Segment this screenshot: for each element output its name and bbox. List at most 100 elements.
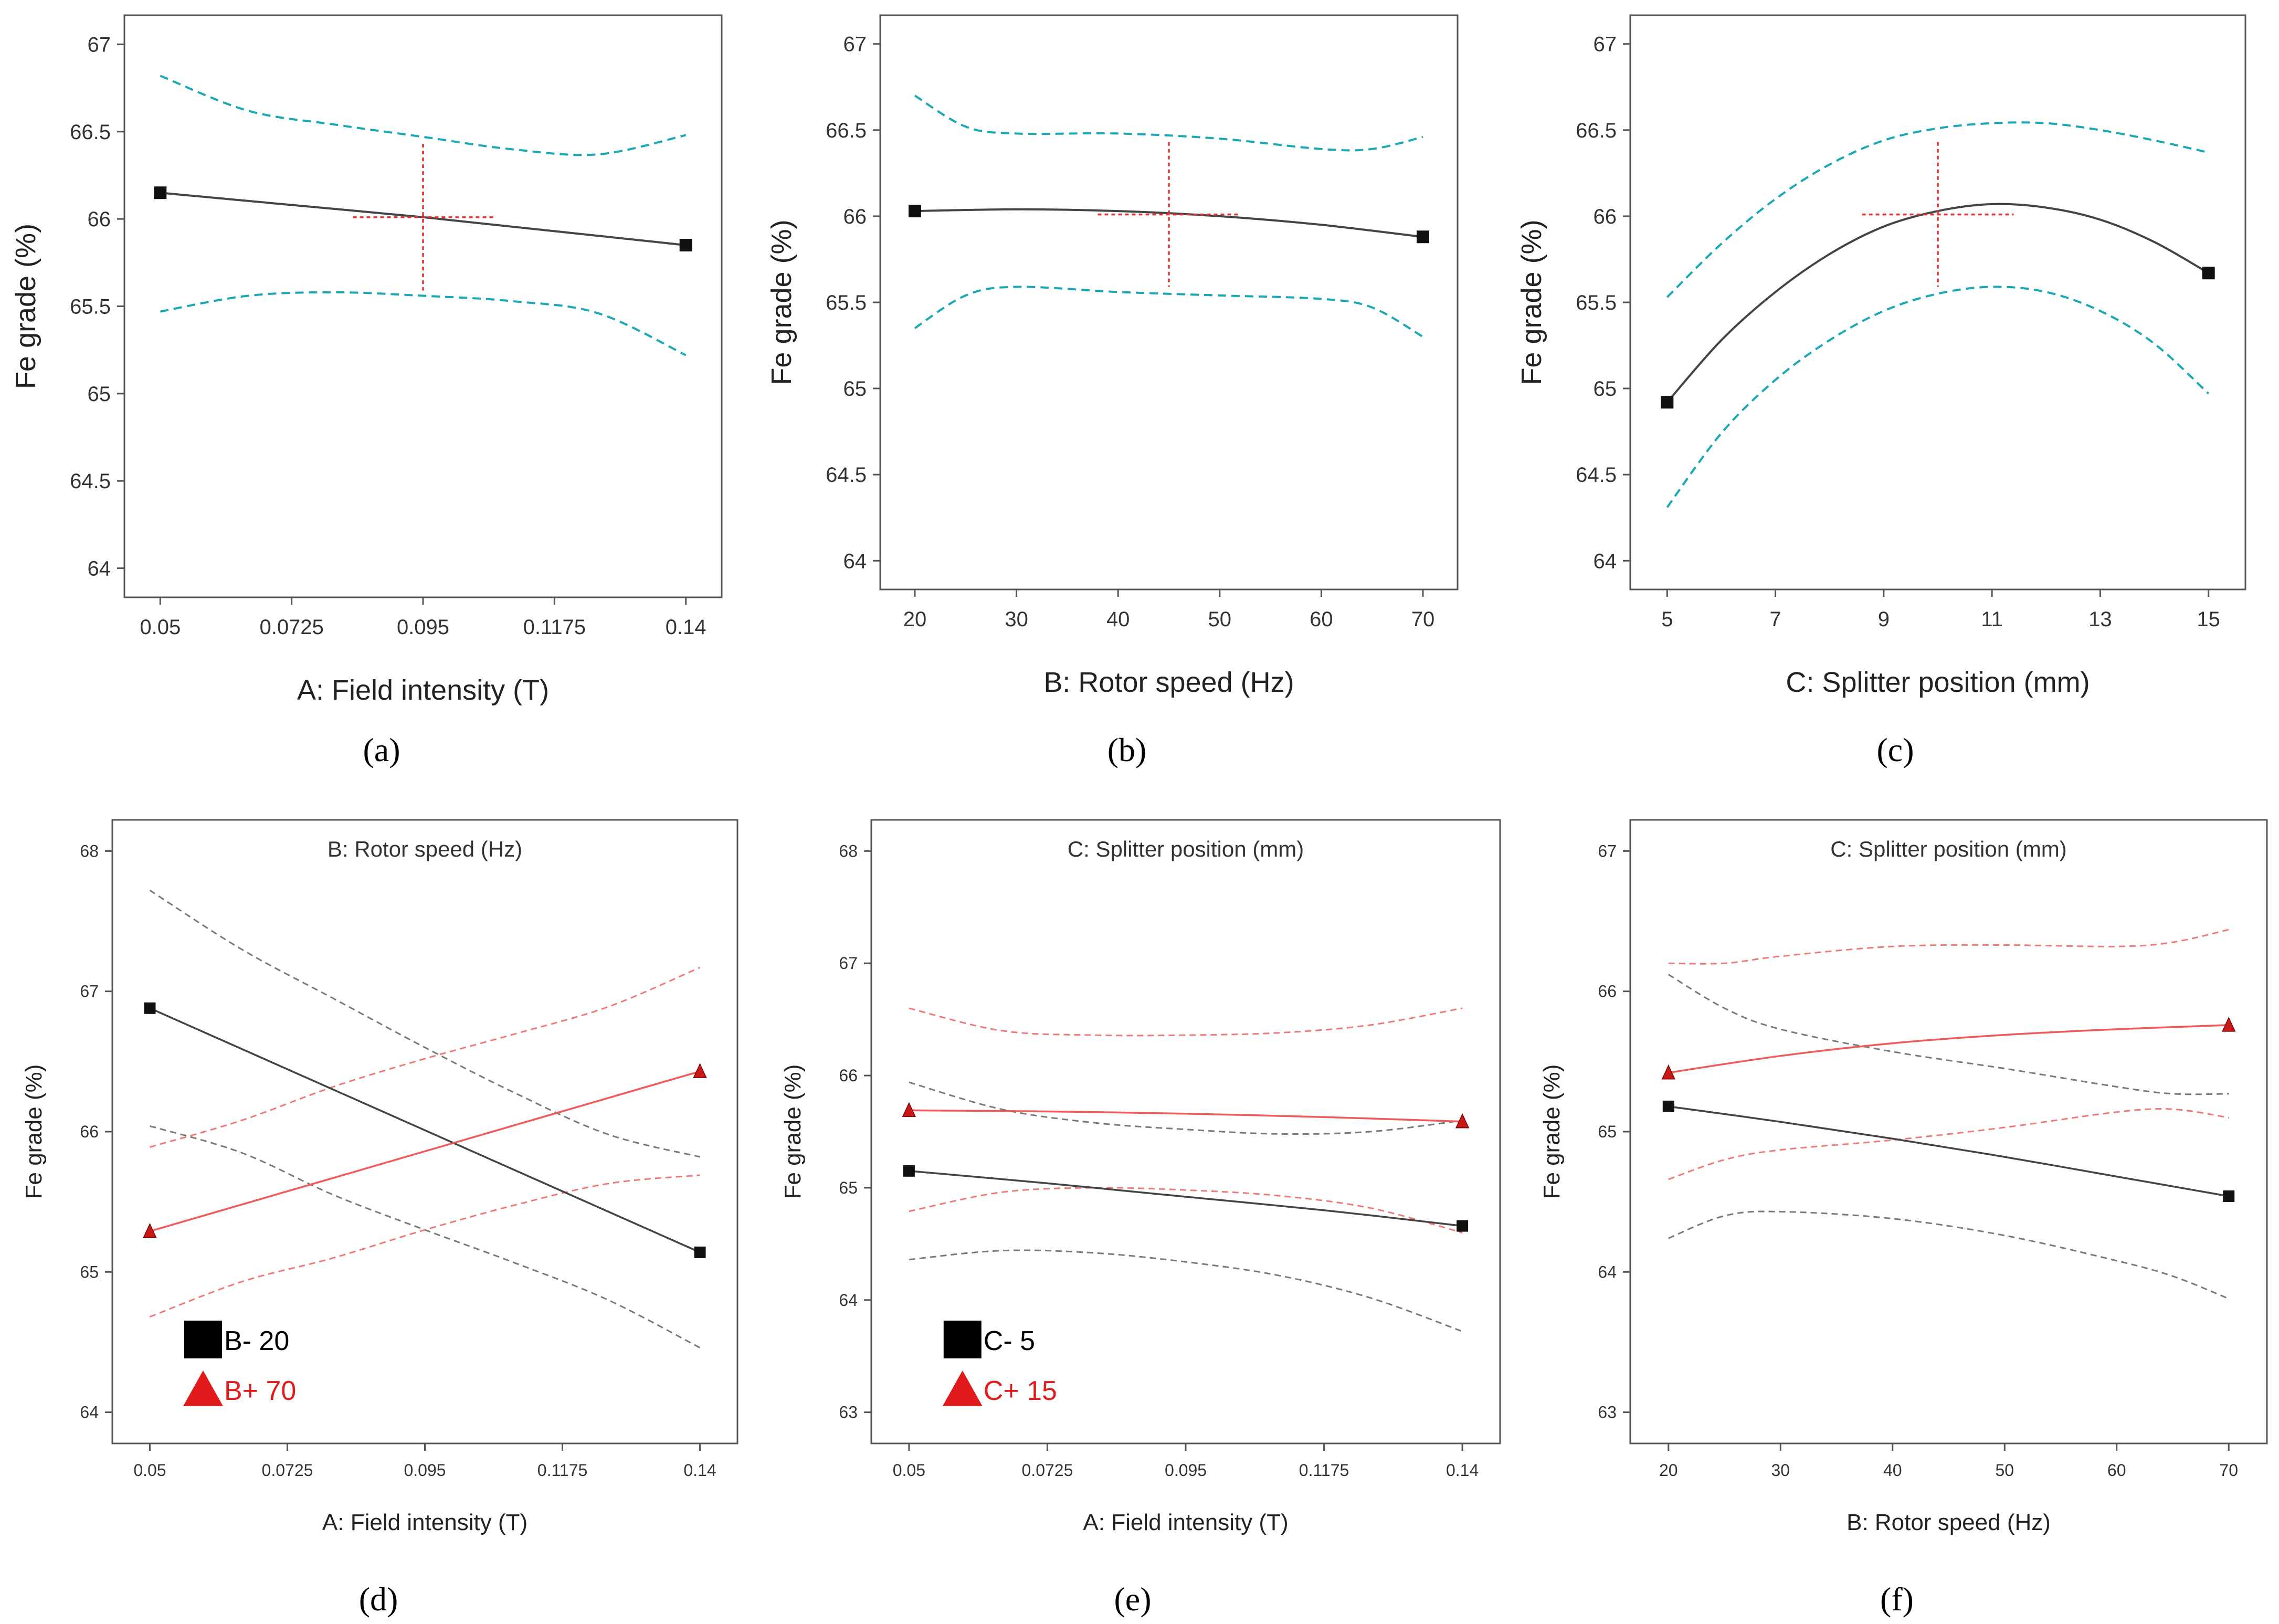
x-tick-label: 0.05 [133, 1461, 166, 1480]
data-point-triangle [693, 1063, 707, 1078]
x-axis-label: A: Field intensity (T) [322, 1510, 527, 1535]
y-tick-label: 64 [88, 557, 111, 581]
x-tick-label: 11 [1981, 608, 2003, 631]
y-tick-label: 66.5 [1576, 119, 1617, 142]
x-axis-label: B: Rotor speed (Hz) [1043, 667, 1294, 698]
ci-line-c-upper-ci [909, 1007, 1463, 1037]
panel-title: B: Rotor speed (Hz) [328, 837, 522, 861]
y-tick-label: 68 [80, 841, 99, 860]
data-point-square [1661, 396, 1674, 409]
ci-line-upper-ci [160, 75, 687, 156]
ci-line-c-lower-ci [909, 1249, 1463, 1333]
legend: B- 20 B+ 70 [183, 1320, 296, 1406]
y-tick-label: 66 [88, 208, 111, 231]
y-axis-label: Fe grade (%) [10, 224, 41, 389]
x-tick-label: 0.095 [397, 616, 449, 639]
x-tick-label: 0.05 [140, 616, 181, 639]
y-tick-label: 66 [839, 1066, 858, 1085]
chart-panel-a: 64 64.5 65 65.5 66 66.5 67 0.05 0.0725 0.095 0.117… [10, 14, 723, 768]
chart-panel-d: 64 65 66 67 68 0.05 0.0725 0.095 0.1175 0.14 A: Fi… [21, 819, 738, 1618]
y-tick-label: 65.5 [70, 296, 111, 319]
x-tick-label: 0.14 [666, 616, 706, 639]
legend: C- 5 C+ 15 [942, 1320, 1057, 1406]
ci-line-c-lower-ci [1668, 1210, 2229, 1300]
y-tick-label: 65 [839, 1178, 858, 1197]
legend-square-icon [943, 1320, 982, 1358]
y-axis-label: Fe grade (%) [1539, 1064, 1565, 1199]
y-axis-label: Fe grade (%) [1516, 219, 1547, 385]
x-axis-label: A: Field intensity (T) [297, 674, 549, 706]
ci-line-lower-ci [914, 286, 1424, 338]
x-tick-label: 0.1175 [523, 616, 586, 639]
y-tick-label: 64 [1594, 550, 1617, 573]
y-tick-label: 67 [843, 33, 867, 56]
y-tick-label: 66.5 [70, 121, 111, 144]
y-tick-label: 68 [839, 841, 858, 860]
y-tick-label: 65.5 [826, 291, 867, 314]
x-tick-label: 50 [1208, 608, 1232, 631]
x-tick-label: 40 [1883, 1461, 1902, 1480]
y-tick-label: 63 [1598, 1403, 1617, 1422]
y-tick-label: 65 [843, 377, 867, 400]
y-axis-label: Fe grade (%) [21, 1064, 47, 1199]
ci-line-c-upper-ci [1668, 929, 2229, 965]
ci-line-c-lower-ci [1668, 1108, 2229, 1180]
plot-frame [1629, 819, 2268, 1444]
panel-letter: (f) [1880, 1580, 1914, 1618]
fit-line-c-5 [1668, 1105, 2229, 1197]
y-axis-label: Fe grade (%) [766, 219, 797, 385]
panel-letter: (d) [359, 1580, 398, 1618]
data-point-square [154, 186, 167, 199]
x-tick-label: 0.14 [1446, 1461, 1479, 1480]
y-tick-label: 67 [80, 982, 99, 1001]
y-tick-label: 64.5 [1576, 463, 1617, 487]
data-point-square [909, 205, 921, 218]
y-tick-label: 65 [88, 383, 111, 406]
data-point-square [2202, 267, 2215, 280]
legend-square-icon [184, 1320, 222, 1358]
panel-letter: (c) [1876, 731, 1914, 768]
data-point-square [144, 1002, 156, 1014]
y-tick-label: 63 [839, 1403, 858, 1422]
x-tick-label: 70 [2219, 1461, 2238, 1480]
data-point-triangle [1661, 1064, 1675, 1080]
fit-line-fit [1666, 203, 2209, 403]
x-tick-label: 60 [2107, 1461, 2126, 1480]
y-tick-label: 65 [1594, 377, 1617, 400]
x-tick-label: 9 [1878, 608, 1890, 631]
x-tick-label: 0.095 [404, 1461, 446, 1480]
x-tick-label: 70 [1411, 608, 1435, 631]
y-tick-label: 65 [80, 1262, 99, 1281]
chart-panel-f: 63 64 65 66 67 20 30 40 50 60 70 B: Rotor speed (Hz… [1539, 819, 2268, 1618]
legend-label: B+ 70 [224, 1376, 296, 1406]
fit-line-c-15 [1668, 1024, 2229, 1074]
panel-title: C: Splitter position (mm) [1830, 837, 2066, 861]
y-tick-label: 64 [80, 1403, 99, 1422]
panel-title: C: Splitter position (mm) [1068, 837, 1304, 861]
plot-frame [123, 14, 723, 598]
x-axis-label: C: Splitter position (mm) [1786, 667, 2090, 698]
ci-line-b-lower-ci [149, 1174, 700, 1318]
ci-line-upper-ci [1666, 121, 2209, 298]
x-tick-label: 30 [1771, 1461, 1790, 1480]
x-tick-label: 20 [1659, 1461, 1678, 1480]
x-tick-label: 30 [1005, 608, 1028, 631]
x-tick-label: 0.0725 [259, 616, 323, 639]
legend-label: B- 20 [224, 1326, 289, 1356]
x-axis-label: A: Field intensity (T) [1083, 1510, 1288, 1535]
x-tick-label: 15 [2197, 608, 2220, 631]
x-tick-label: 0.14 [683, 1461, 716, 1480]
ci-line-b-lower-ci [150, 1125, 701, 1348]
x-tick-label: 5 [1661, 608, 1673, 631]
plot-frame [879, 14, 1459, 590]
y-tick-label: 66 [80, 1122, 99, 1141]
y-tick-label: 67 [1594, 33, 1617, 56]
y-tick-label: 67 [1598, 841, 1617, 860]
data-point-square [1417, 230, 1429, 244]
panel-letter: (a) [363, 731, 400, 768]
y-tick-label: 66 [1594, 205, 1617, 228]
y-tick-label: 65 [1598, 1122, 1617, 1141]
fit-line-c-15 [909, 1109, 1463, 1123]
x-tick-label: 0.0725 [1022, 1461, 1073, 1480]
ci-line-lower-ci [1666, 286, 2210, 508]
